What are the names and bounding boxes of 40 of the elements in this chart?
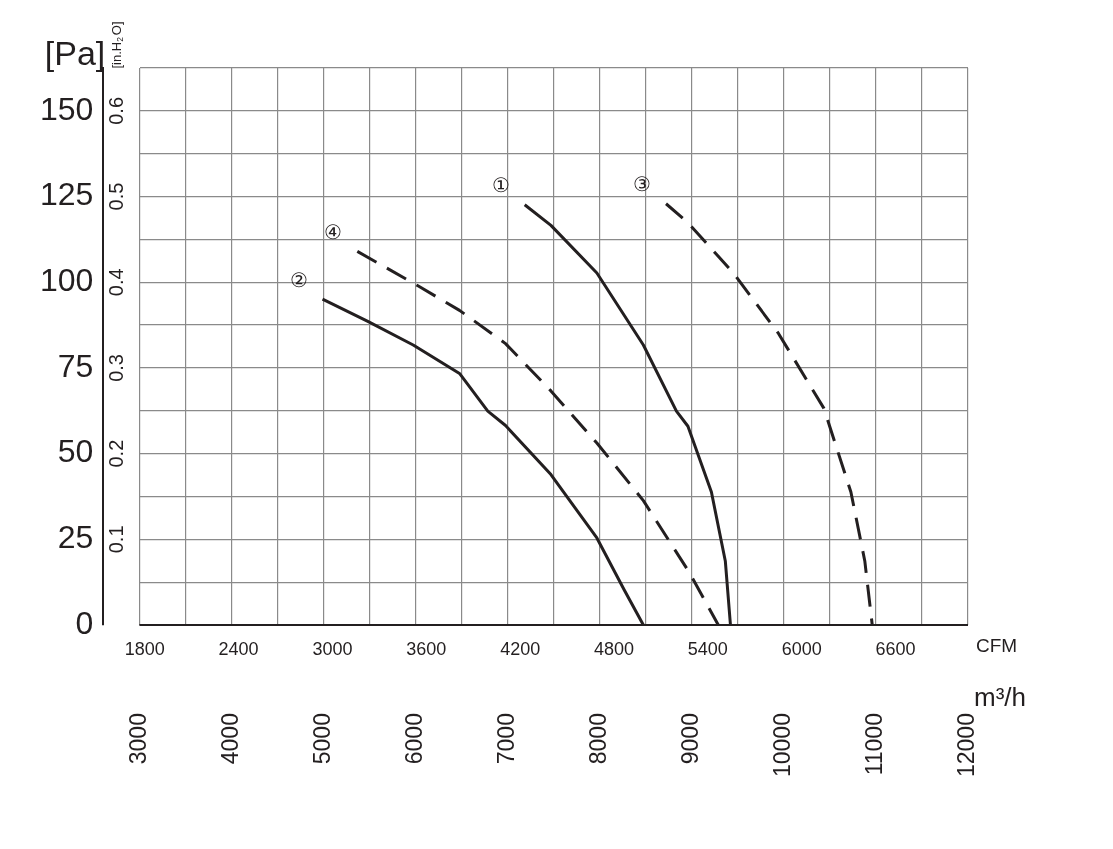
series-label: ② [289,268,308,291]
y2-tick-label: 0.4 [104,268,127,297]
y-tick-label: 25 [57,519,94,556]
y2-axis-title: [in.H2O] [108,21,125,69]
x-tick-label: 5000 [308,713,335,765]
x-tick-label: 3000 [124,713,151,765]
x-tick-label: 12000 [953,713,980,778]
y-tick-label: 50 [57,433,94,470]
x2-axis-title: CFM [976,635,1018,657]
x-tick-label: 6000 [400,713,427,765]
x2-tick-label: 4800 [593,638,635,659]
y-tick-label: 0 [75,604,94,641]
x2-tick-label: 4200 [500,638,541,659]
x2-tick-label: 6600 [875,638,916,659]
y-tick-label: 75 [57,347,94,384]
x2-tick-label: 1800 [124,638,165,659]
y-axis-title: [Pa] [44,34,106,73]
x-tick-label: 7000 [493,713,520,765]
x2-tick-label: 6000 [781,638,822,659]
series-label: ③ [633,173,652,196]
x-tick-label: 4000 [216,713,243,765]
y2-tick-label: 0.1 [104,525,127,554]
x2-tick-label: 3600 [406,638,447,659]
y-tick-label: 150 [40,90,94,127]
series-label: ④ [324,220,343,243]
x2-tick-label: 3000 [312,638,353,659]
y2-tick-label: 0.6 [104,96,127,125]
y2-tick-label: 0.2 [104,439,127,468]
y-tick-label: 125 [40,176,94,213]
series-label: ① [491,174,510,197]
x-tick-label: 8000 [585,713,612,765]
x-tick-label: 10000 [769,713,796,778]
y2-tick-label: 0.5 [104,182,127,211]
x2-tick-label: 5400 [687,638,728,659]
x-tick-label: 11000 [861,713,888,776]
x2-tick-label: 2400 [218,638,259,659]
y2-tick-label: 0.3 [104,354,127,382]
y-tick-label: 100 [40,262,94,299]
x-tick-label: 9000 [677,713,704,765]
x-axis-title: m³/h [974,682,1026,713]
